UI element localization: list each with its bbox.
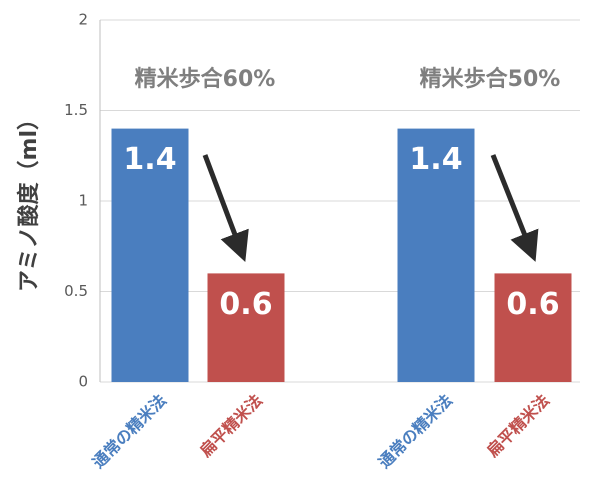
plot-area: 0 0.5 1 1.5 2 1.4 通常の精米法 0.6 扁平精米法 1.4 通常の精米法 0.6 扁平…: [64, 11, 580, 472]
x-tick-label: 通常の精米法: [375, 391, 456, 472]
bar: [397, 128, 475, 382]
arrow: [490, 154, 539, 262]
bar: [494, 273, 572, 382]
data-label: 0.6: [506, 287, 559, 322]
y-axis-label: アミノ酸度（ml）: [16, 108, 42, 292]
bar: [207, 273, 285, 382]
x-tick-label: 扁平精米法: [483, 391, 553, 461]
y-tick-label: 1.5: [64, 101, 88, 119]
y-tick-label: 2: [78, 11, 88, 29]
data-label: 0.6: [219, 287, 272, 322]
y-tick-label: 1: [78, 192, 88, 210]
arrow: [202, 154, 249, 263]
y-tick-label: 0: [78, 373, 88, 391]
data-label: 1.4: [409, 142, 462, 177]
data-label: 1.4: [123, 142, 176, 177]
y-tick-label: 0.5: [64, 282, 88, 300]
annotation: 精米歩合50%: [420, 66, 561, 92]
x-tick-label: 通常の精米法: [89, 391, 170, 472]
x-tick-label: 扁平精米法: [196, 391, 266, 461]
annotation: 精米歩合60%: [135, 66, 276, 92]
bar: [111, 128, 189, 382]
